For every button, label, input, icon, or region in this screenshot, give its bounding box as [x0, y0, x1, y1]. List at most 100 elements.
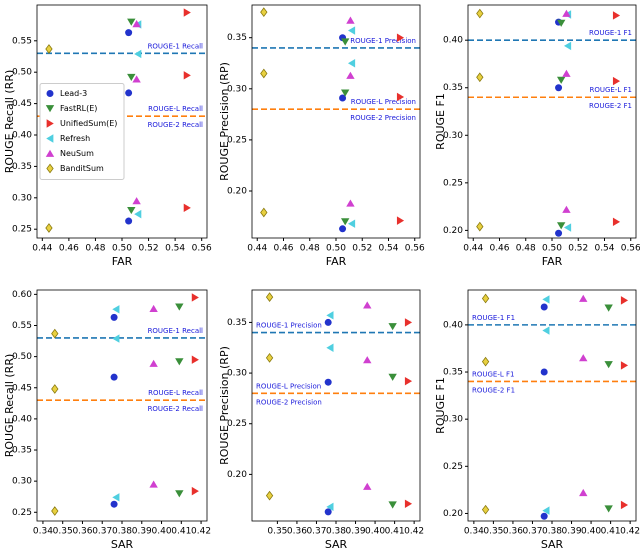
- point: [45, 44, 53, 54]
- point: [112, 305, 120, 314]
- y-tick-label: 0.45: [12, 383, 32, 393]
- point: [191, 293, 199, 302]
- x-tick-label: 0.41: [385, 527, 405, 537]
- point: [388, 501, 397, 509]
- reference-label: ROUGE-L Recall: [148, 105, 203, 113]
- point: [340, 89, 350, 97]
- point: [404, 499, 413, 508]
- subplot: 0.44 0.46 0.48 0.50 0.52 0.54 0.56 0.25 0.30 0.35…: [3, 4, 212, 268]
- x-tick-label: 0.52: [139, 244, 159, 254]
- y-tick-label: 0.30: [443, 415, 463, 425]
- y-axis-label: ROUGE F1: [434, 377, 447, 434]
- reference-label: ROUGE-1 Recall: [148, 42, 203, 50]
- point: [555, 229, 563, 237]
- y-tick-label: 0.20: [443, 226, 463, 236]
- point: [481, 293, 490, 304]
- point: [340, 218, 350, 226]
- point: [183, 8, 191, 17]
- reference-label: ROUGE-L F1: [472, 370, 514, 378]
- subplot: 0.44 0.46 0.48 0.50 0.52 0.54 0.56 0.20 0.25 0.30…: [218, 4, 425, 268]
- y-axis-label: ROUGE Precision (RP): [218, 62, 231, 181]
- y-tick-label: 0.25: [227, 419, 247, 429]
- x-tick-label: 0.34: [464, 527, 484, 537]
- point: [149, 359, 158, 367]
- reference-label: ROUGE-1 F1: [472, 314, 515, 322]
- point: [125, 29, 133, 37]
- point: [132, 20, 141, 28]
- x-tick-label: 0.37: [92, 527, 112, 537]
- reference-label: ROUGE-L F1: [590, 86, 632, 94]
- point: [476, 221, 484, 232]
- point: [540, 512, 548, 520]
- x-tick-label: 0.38: [112, 527, 132, 537]
- x-tick-label: 0.50: [112, 244, 132, 254]
- y-tick-label: 0.60: [12, 290, 32, 300]
- point: [260, 7, 268, 18]
- x-tick-label: 0.48: [85, 244, 105, 254]
- reference-label: ROUGE-1 F1: [589, 29, 632, 37]
- x-axis-label: FAR: [326, 255, 347, 268]
- y-tick-label: 0.50: [12, 68, 32, 78]
- point: [346, 71, 355, 79]
- y-tick-label: 0.25: [443, 178, 463, 188]
- point: [346, 199, 355, 207]
- point: [620, 361, 629, 370]
- point: [481, 356, 490, 367]
- y-tick-label: 0.35: [443, 83, 463, 93]
- point: [612, 11, 621, 20]
- y-tick-label: 0.20: [227, 186, 247, 196]
- axes-frame: [36, 4, 208, 239]
- axes-frame: [251, 4, 421, 239]
- point: [540, 303, 548, 311]
- reference-label: ROUGE-2 Recall: [148, 121, 203, 129]
- x-tick-label: 0.52: [352, 244, 372, 254]
- reference-label: ROUGE-1 Recall: [148, 327, 203, 335]
- legend-label: Refresh: [60, 134, 90, 143]
- point: [612, 76, 621, 86]
- point: [51, 384, 59, 394]
- y-tick-label: 0.25: [227, 135, 247, 145]
- point: [347, 59, 356, 68]
- reference-label: ROUGE-L Precision: [351, 98, 416, 106]
- x-tick-label: 0.40: [152, 527, 172, 537]
- point: [260, 68, 268, 79]
- legend-label: Lead-3: [60, 89, 87, 98]
- axes-frame: [36, 289, 208, 522]
- point: [326, 502, 334, 512]
- y-tick-label: 0.30: [227, 369, 247, 379]
- point: [562, 69, 571, 77]
- x-tick-label: 0.50: [326, 244, 346, 254]
- y-tick-label: 0.35: [443, 368, 463, 378]
- x-tick-label: 0.37: [522, 527, 542, 537]
- x-tick-label: 0.37: [306, 527, 326, 537]
- legend-box: [39, 83, 125, 180]
- point: [542, 326, 550, 335]
- point: [326, 343, 334, 352]
- point: [175, 358, 184, 366]
- point: [555, 84, 563, 92]
- point: [542, 506, 550, 515]
- point: [112, 493, 120, 502]
- point: [340, 38, 350, 46]
- point: [563, 41, 572, 51]
- y-tick-label: 0.30: [443, 131, 463, 141]
- x-tick-label: 0.48: [300, 244, 320, 254]
- axes-frame: [467, 289, 637, 522]
- point: [563, 223, 572, 232]
- reference-label: ROUGE-2 Precision: [256, 398, 322, 406]
- y-tick-label: 0.35: [227, 33, 247, 43]
- y-tick-label: 0.40: [12, 414, 32, 424]
- legend-label: FastRL(E): [60, 104, 97, 113]
- y-tick-label: 0.35: [12, 446, 32, 456]
- point: [132, 75, 141, 83]
- reference-label: ROUGE-2 Precision: [350, 114, 416, 122]
- point: [191, 486, 199, 496]
- point: [540, 368, 548, 376]
- x-tick-label: 0.40: [581, 527, 601, 537]
- point: [324, 508, 332, 516]
- legend-marker: [45, 105, 55, 113]
- x-tick-label: 0.56: [192, 244, 212, 254]
- point: [127, 73, 136, 82]
- legend: Lead-3 FastRL(E) UnifiedSum(E) Refresh NeuSu…: [39, 83, 125, 180]
